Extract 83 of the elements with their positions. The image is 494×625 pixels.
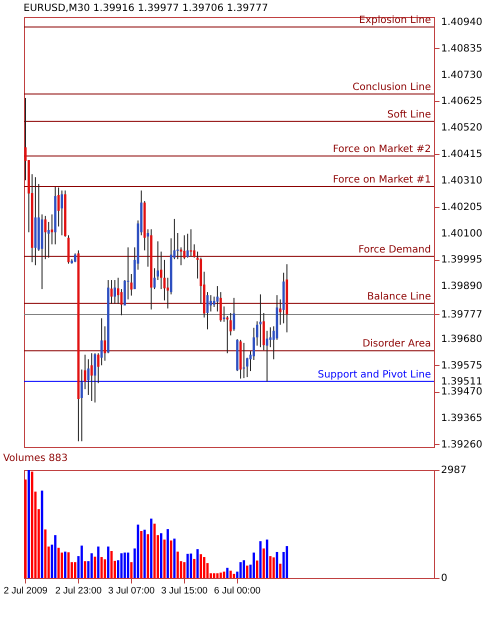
y-tick-label: 1.39260 xyxy=(441,439,482,450)
y-tick-label: 1.40415 xyxy=(441,149,482,160)
y-tick-label: 2987 xyxy=(441,465,466,476)
y-tick-label: 1.40940 xyxy=(441,17,482,28)
bar xyxy=(279,564,282,578)
bar xyxy=(166,529,169,578)
ref-line-label: Conclusion Line xyxy=(352,82,431,93)
y-tick-label: 1.39995 xyxy=(441,254,482,266)
bar xyxy=(220,572,222,578)
x-tick-label: 3 Jul 15:00 xyxy=(161,586,208,596)
bar xyxy=(226,568,229,578)
candlestick xyxy=(90,352,93,402)
bar xyxy=(107,546,110,578)
bar xyxy=(256,560,258,578)
bar xyxy=(97,546,100,578)
bar xyxy=(80,546,83,578)
candlestick xyxy=(114,280,116,304)
chart-title: EURUSD,M30 1.39916 1.39977 1.39706 1.39777 xyxy=(24,3,268,14)
bar xyxy=(104,559,106,578)
candlestick xyxy=(210,294,212,312)
y-tick-label: 1.40520 xyxy=(441,122,482,134)
candlestick xyxy=(60,190,64,236)
y-tick-label: 1.40310 xyxy=(441,175,482,186)
bar xyxy=(124,552,126,578)
bar xyxy=(229,570,232,578)
bar xyxy=(272,557,275,578)
bar xyxy=(216,573,219,578)
candlestick xyxy=(50,214,54,245)
chart-title: Volumes 883 xyxy=(3,453,68,464)
bar xyxy=(130,562,133,578)
bar xyxy=(143,530,146,578)
bar xyxy=(54,535,56,578)
bar xyxy=(186,554,189,578)
bar xyxy=(269,556,272,578)
bar xyxy=(203,557,206,578)
bar xyxy=(173,538,176,578)
bar xyxy=(176,552,179,578)
y-tick-label: 1.40625 xyxy=(441,96,482,108)
y-tick-label: 1.39470 xyxy=(441,386,482,398)
ref-line-label: Force on Market #1 xyxy=(332,174,431,186)
bar xyxy=(160,533,162,578)
bar xyxy=(242,560,246,578)
ref-line-label: Support and Pivot Line xyxy=(318,369,431,380)
bar xyxy=(64,552,66,578)
x-tick-label: 3 Jul 07:00 xyxy=(108,586,155,596)
y-tick-label: 1.40100 xyxy=(441,228,482,240)
ref-line-label: Disorder Area xyxy=(362,338,431,350)
candlestick xyxy=(242,342,246,379)
bar xyxy=(90,553,93,578)
bar xyxy=(44,529,46,578)
x-tick-label: 2 Jul 23:00 xyxy=(55,586,102,596)
bar xyxy=(150,518,152,578)
bar xyxy=(262,548,265,578)
y-tick-label: 1.39680 xyxy=(441,334,482,345)
y-tick-label: 1.40835 xyxy=(441,43,482,54)
y-tick-label: 1.40205 xyxy=(441,202,482,213)
bar xyxy=(100,557,103,578)
bar xyxy=(200,554,202,578)
x-tick-label: 2 Jul 2009 xyxy=(4,586,48,596)
y-tick-label: 0 xyxy=(441,573,448,584)
candlestick xyxy=(186,233,189,258)
bar xyxy=(28,470,30,578)
bar xyxy=(183,562,186,578)
bar xyxy=(30,472,34,578)
bar xyxy=(246,566,248,578)
ref-line-label: Force on Market #2 xyxy=(332,144,431,156)
x-tick-label: 6 Jul 00:00 xyxy=(214,586,261,596)
y-tick-label: 1.39365 xyxy=(441,413,482,424)
bar xyxy=(193,558,196,578)
ref-line-label: Soft Line xyxy=(387,109,431,120)
y-tick-label: 1.39890 xyxy=(441,281,482,292)
bar xyxy=(212,573,216,578)
bar xyxy=(74,562,76,578)
ref-line-label: Explosion Line xyxy=(359,15,431,26)
candlestick xyxy=(44,215,46,260)
y-tick-label: 1.39575 xyxy=(441,360,482,372)
bar xyxy=(252,552,255,578)
ref-line-label: Force Demand xyxy=(358,244,431,256)
y-tick-label: 1.40730 xyxy=(441,70,482,81)
bar xyxy=(140,530,142,578)
y-tick-label: 1.39777 xyxy=(441,309,482,320)
y-tick-label: 1.39511 xyxy=(441,376,482,388)
ref-line-label: Balance Line xyxy=(367,291,431,302)
